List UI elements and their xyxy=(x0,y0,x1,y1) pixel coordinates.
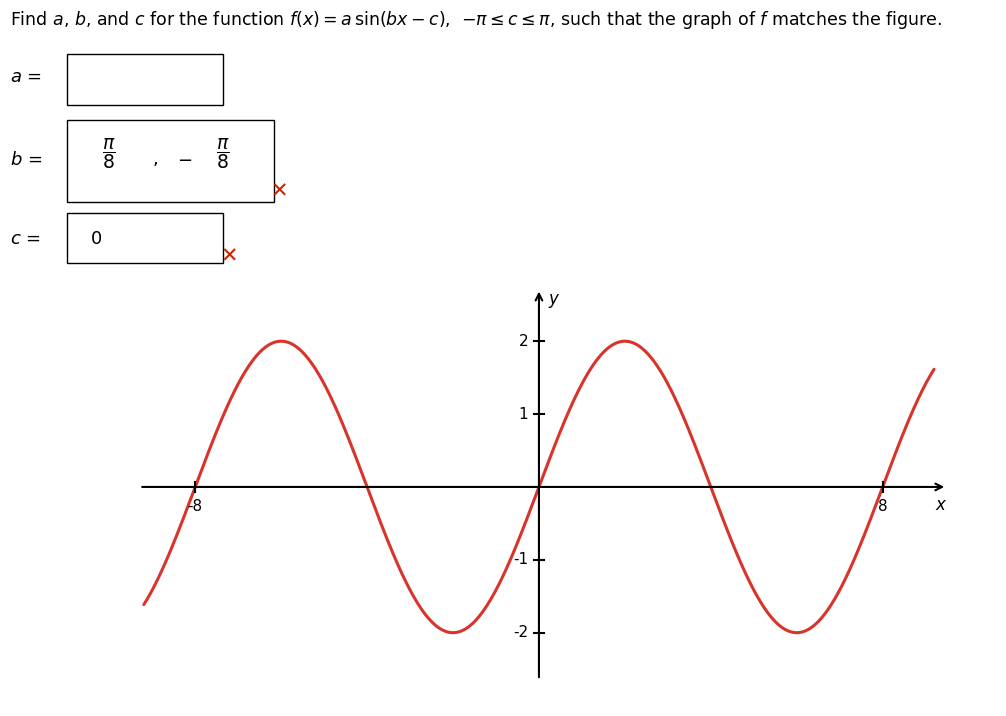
Text: ,: , xyxy=(153,150,159,168)
Text: 2: 2 xyxy=(518,334,528,349)
Text: 8: 8 xyxy=(878,499,887,514)
Text: $b$ =: $b$ = xyxy=(10,151,42,170)
Text: $\dfrac{\pi}{8}$: $\dfrac{\pi}{8}$ xyxy=(102,136,116,170)
FancyBboxPatch shape xyxy=(67,54,223,105)
Text: $c$ =: $c$ = xyxy=(10,230,41,248)
Text: ✕: ✕ xyxy=(270,182,288,202)
Text: Find $a$, $b$, and $c$ for the function $f(x) = a\,\sin(bx - c)$,  $-\pi \leq c : Find $a$, $b$, and $c$ for the function … xyxy=(10,9,943,31)
Text: $\dfrac{\pi}{8}$: $\dfrac{\pi}{8}$ xyxy=(216,136,230,170)
Text: -2: -2 xyxy=(513,625,528,640)
Text: 1: 1 xyxy=(518,407,528,422)
Text: $-$: $-$ xyxy=(176,150,192,168)
FancyBboxPatch shape xyxy=(67,120,274,202)
Text: ✕: ✕ xyxy=(220,246,238,266)
Text: x: x xyxy=(936,496,946,514)
Text: y: y xyxy=(548,290,558,308)
Text: -8: -8 xyxy=(188,499,203,514)
Text: $a$ =: $a$ = xyxy=(10,68,42,87)
Text: -1: -1 xyxy=(513,552,528,567)
Text: 0: 0 xyxy=(91,230,102,248)
FancyBboxPatch shape xyxy=(67,213,223,263)
